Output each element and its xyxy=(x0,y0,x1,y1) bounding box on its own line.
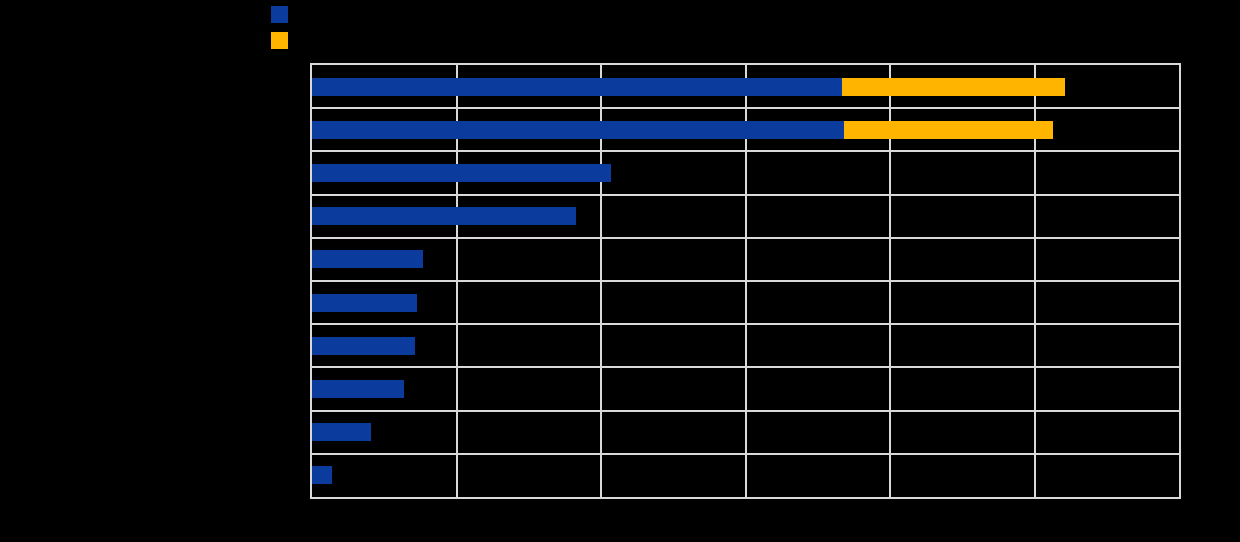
legend-swatch-series2-icon xyxy=(271,32,288,49)
bar-row xyxy=(312,238,1179,281)
horizontal-gridline xyxy=(312,280,1179,282)
bar-segment-series1 xyxy=(312,163,612,182)
bar-segment-series1 xyxy=(312,293,418,312)
legend-item-series1 xyxy=(271,6,296,23)
chart-legend xyxy=(271,6,296,58)
horizontal-gridline xyxy=(312,452,1179,455)
bar-row xyxy=(312,151,1179,194)
bar-segment-series1 xyxy=(312,120,844,139)
bar-row xyxy=(312,324,1179,367)
bar-segment-series2 xyxy=(842,77,1065,96)
bar-segment-series1 xyxy=(312,466,333,485)
horizontal-gridline xyxy=(312,366,1179,369)
legend-item-series2 xyxy=(271,32,296,49)
bar-segment-series1 xyxy=(312,77,843,96)
bar-row xyxy=(312,454,1179,497)
horizontal-gridline xyxy=(312,409,1179,412)
bar-row xyxy=(312,367,1179,410)
horizontal-gridline xyxy=(312,107,1179,110)
bar-row xyxy=(312,108,1179,151)
horizontal-gridline xyxy=(312,193,1179,196)
bar-segment-series1 xyxy=(312,250,424,269)
plot-area xyxy=(310,63,1181,499)
bar-segment-series1 xyxy=(312,207,577,226)
horizontal-gridline xyxy=(312,236,1179,239)
bar-row xyxy=(312,411,1179,454)
bar-row xyxy=(312,195,1179,238)
bar-segment-series2 xyxy=(843,120,1054,139)
plot-grid xyxy=(312,65,1179,497)
legend-swatch-series1-icon xyxy=(271,6,288,23)
bar-row xyxy=(312,65,1179,108)
bar-segment-series1 xyxy=(312,379,405,398)
bar-segment-series1 xyxy=(312,423,372,442)
bar-segment-series1 xyxy=(312,336,415,355)
horizontal-gridline xyxy=(312,150,1179,153)
bar-row xyxy=(312,281,1179,324)
horizontal-gridline xyxy=(312,323,1179,326)
